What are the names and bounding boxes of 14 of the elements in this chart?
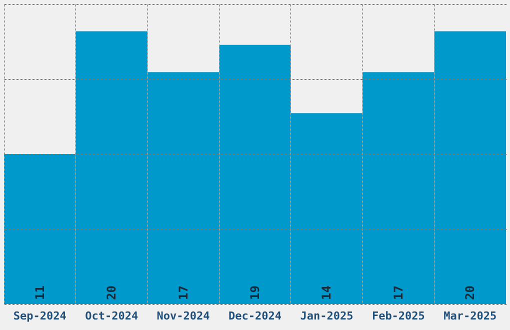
x-tick-label: Sep-2024 — [13, 310, 67, 322]
x-tick-label: Dec-2024 — [228, 310, 282, 322]
x-tick-label: Nov-2024 — [156, 310, 210, 322]
data-label: 20 — [463, 286, 478, 300]
x-tick-label: Jan-2025 — [300, 310, 354, 322]
data-label: 20 — [104, 286, 119, 300]
data-label: 19 — [248, 286, 262, 300]
x-tick-label: Feb-2025 — [372, 310, 425, 322]
x-tick-label: Mar-2025 — [444, 310, 497, 322]
data-label: 14 — [320, 286, 334, 300]
data-label: 11 — [32, 286, 47, 300]
data-label: 17 — [176, 286, 190, 300]
data-label: 17 — [391, 286, 406, 300]
x-tick-label: Oct-2024 — [85, 310, 138, 322]
